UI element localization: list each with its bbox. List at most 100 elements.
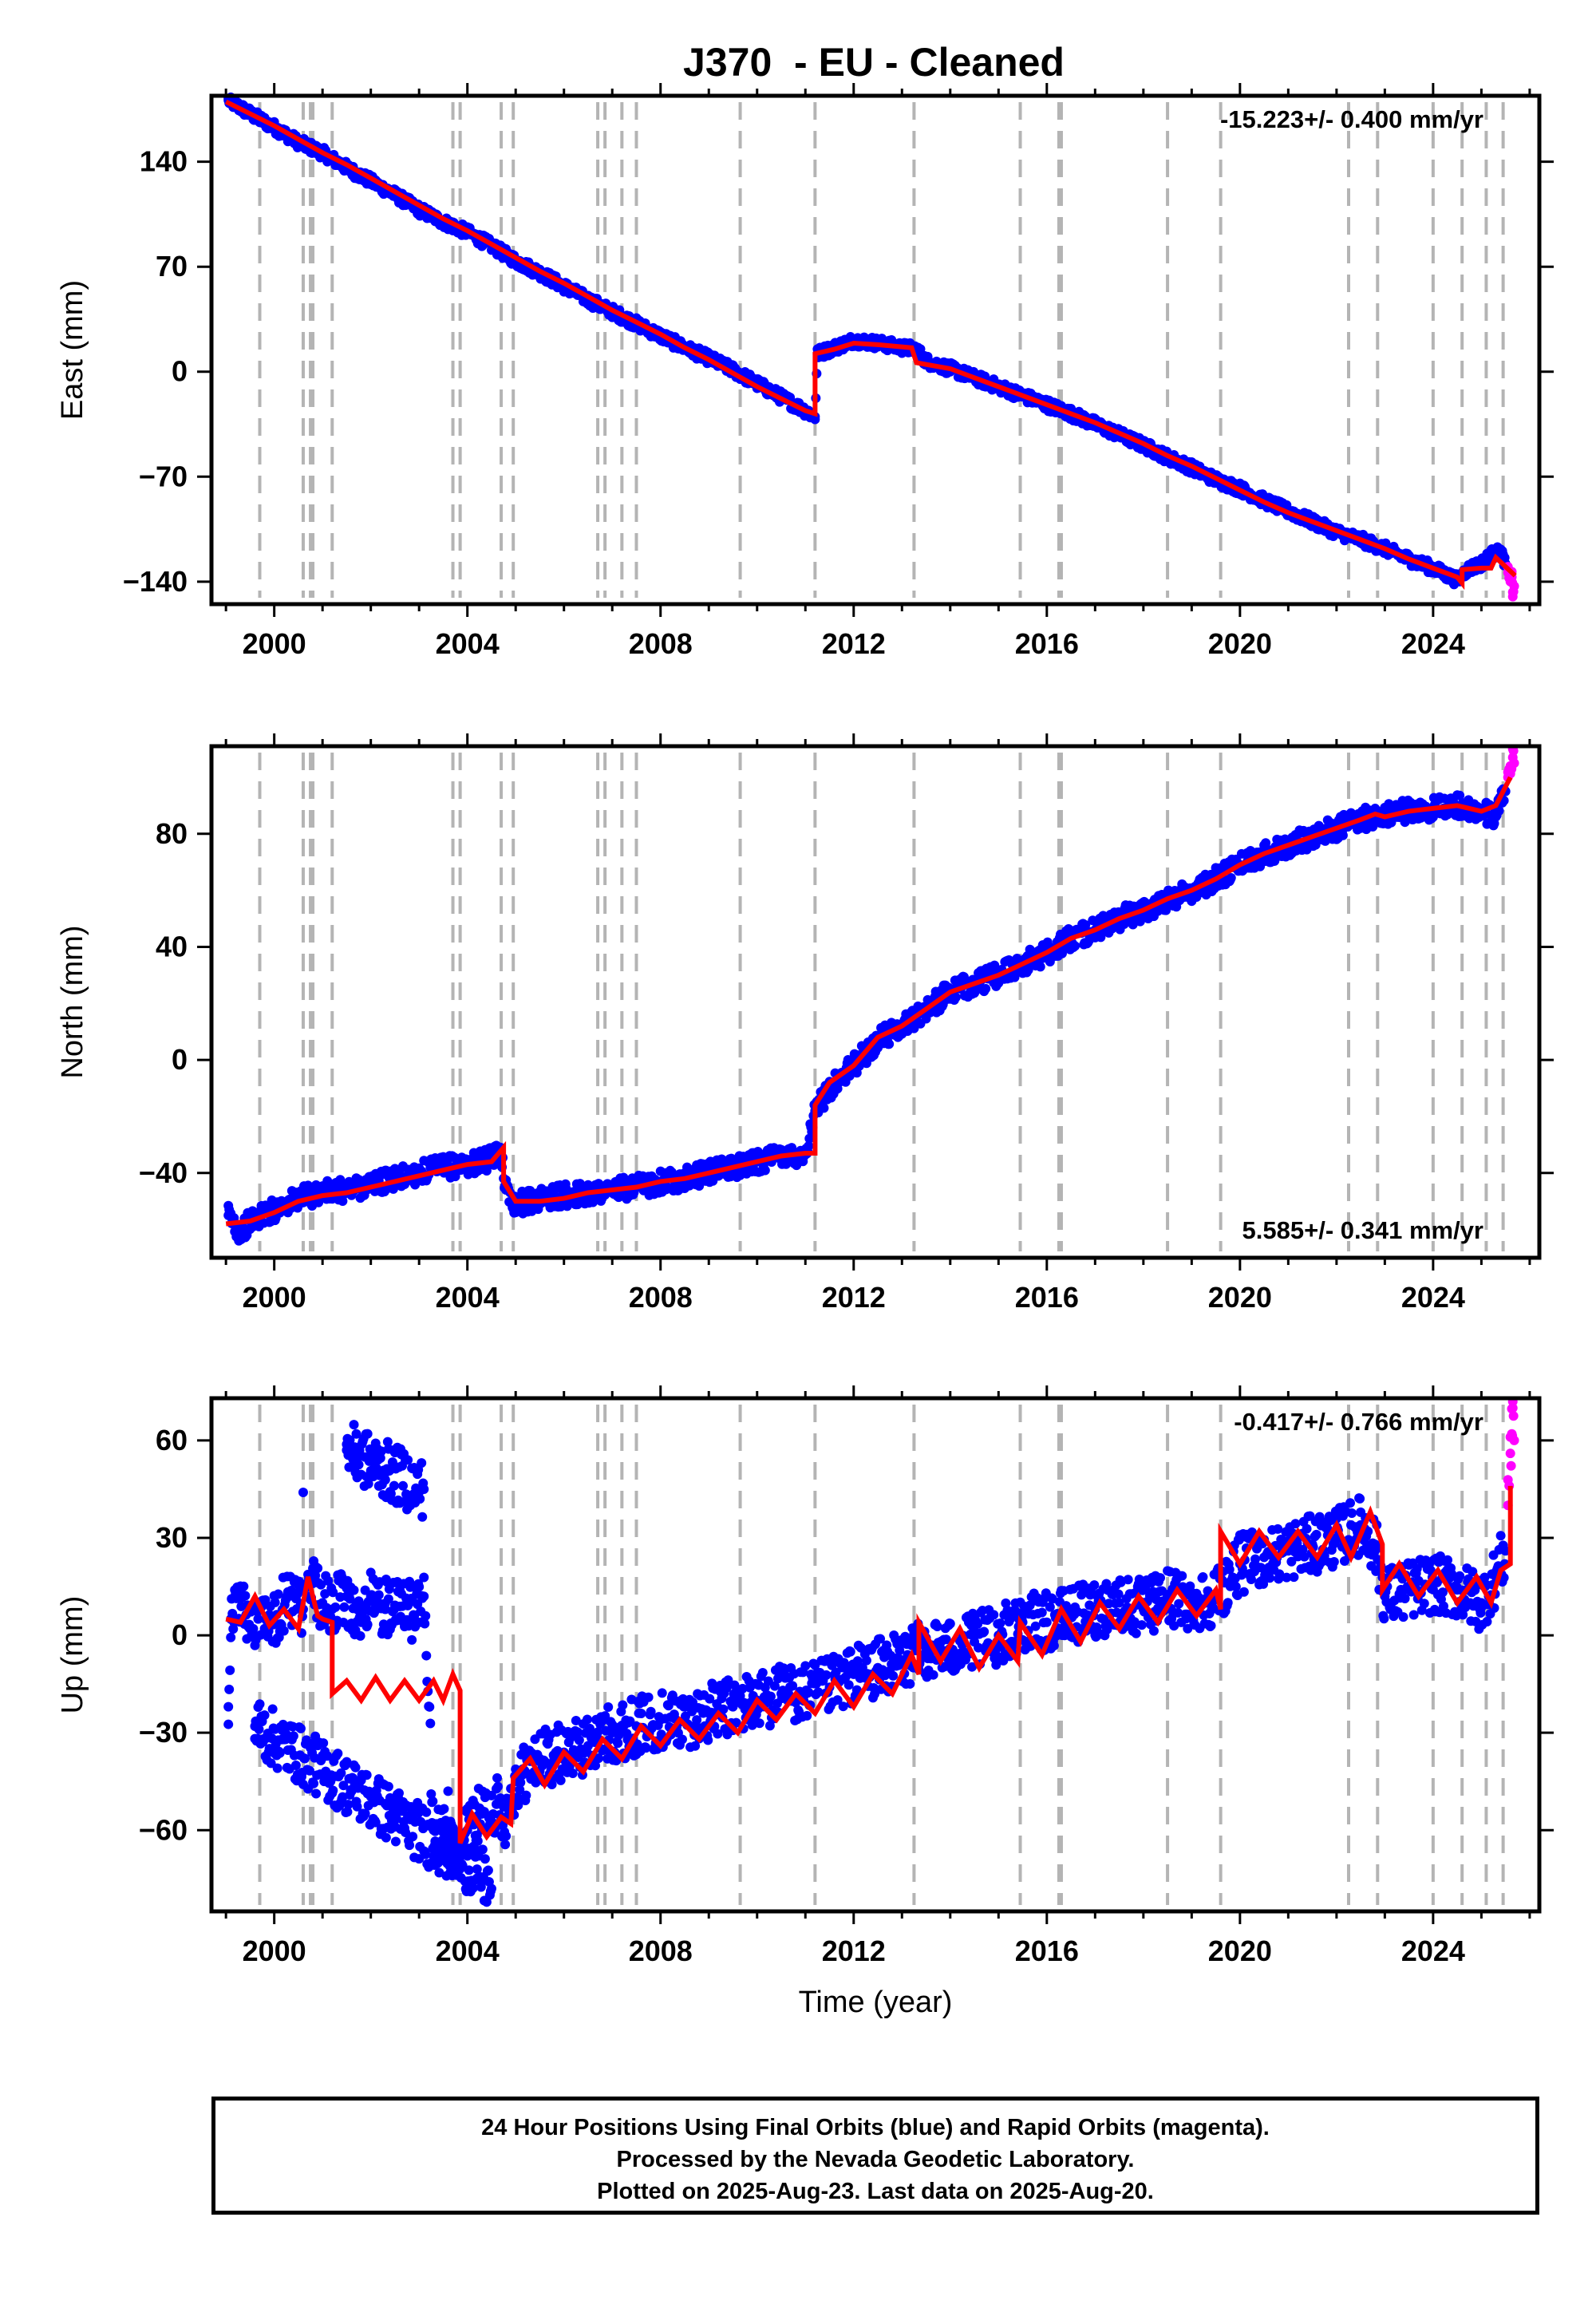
final-point (1136, 1620, 1147, 1630)
final-point (1123, 1575, 1133, 1585)
final-point (1156, 1573, 1166, 1583)
final-point (1302, 1524, 1312, 1534)
final-point (582, 1714, 592, 1725)
x-tick-label: 2004 (436, 627, 500, 660)
final-point (1347, 1508, 1357, 1519)
final-point (1491, 812, 1501, 822)
final-point (1035, 962, 1045, 972)
final-point (270, 1597, 280, 1607)
final-point (636, 1709, 646, 1719)
y-tick-label: 140 (140, 145, 188, 178)
final-point (1037, 1607, 1047, 1618)
final-point (439, 1804, 449, 1814)
rapid-point (1509, 758, 1519, 769)
final-point (428, 1796, 438, 1807)
x-tick-label: 2008 (629, 627, 693, 660)
final-point (425, 1718, 436, 1729)
final-point (989, 1610, 999, 1620)
final-point (884, 1039, 895, 1049)
y-tick-label: 0 (172, 355, 188, 388)
final-point (845, 1646, 855, 1657)
final-point (800, 1661, 811, 1671)
final-point (1223, 1598, 1233, 1608)
model-line (224, 99, 1517, 591)
final-point (1379, 1614, 1389, 1624)
final-point (555, 1775, 566, 1785)
final-point (1113, 1589, 1124, 1599)
final-point (1329, 1557, 1339, 1567)
y-tick-label: 40 (156, 930, 188, 962)
final-point (760, 1165, 770, 1176)
final-point (1148, 1626, 1159, 1636)
final-point (425, 1701, 435, 1712)
final-point (253, 1614, 263, 1624)
rate-label: 5.585+/- 0.341 mm/yr (1242, 1216, 1483, 1244)
y-tick-label: −140 (123, 565, 188, 598)
final-point (1198, 1571, 1208, 1582)
final-point (754, 1718, 764, 1729)
x-tick-label: 2008 (629, 1281, 693, 1314)
final-point (905, 1678, 915, 1689)
final-point (421, 1650, 432, 1661)
final-point (657, 1688, 667, 1698)
final-point (819, 1103, 829, 1113)
final-point (225, 1665, 235, 1675)
final-point (572, 1727, 583, 1737)
y-tick-label: 0 (172, 1043, 188, 1076)
final-point (1265, 1573, 1275, 1583)
final-point (981, 983, 991, 994)
y-axis-label: East (mm) (56, 280, 89, 420)
y-axis-label: North (mm) (56, 925, 89, 1078)
final-point (618, 1700, 628, 1710)
final-point (501, 1831, 512, 1841)
final-point (928, 1670, 938, 1680)
final-point (1337, 830, 1348, 840)
final-point (1311, 1529, 1321, 1539)
final-point (223, 1719, 234, 1729)
final-point (677, 1734, 687, 1745)
final-point (1238, 1587, 1249, 1597)
final-point (419, 1572, 429, 1583)
final-point (407, 1634, 417, 1645)
final-point (224, 1684, 235, 1694)
x-tick-label: 2020 (1208, 1281, 1272, 1314)
x-tick-label: 2000 (243, 627, 306, 660)
final-point (235, 1227, 246, 1238)
final-point (500, 1840, 511, 1850)
x-tick-label: 2020 (1208, 627, 1272, 660)
final-point (223, 1210, 234, 1220)
y-tick-label: −40 (139, 1156, 188, 1189)
final-point (1345, 1498, 1356, 1508)
final-point (945, 1618, 955, 1629)
final-point (1089, 1580, 1100, 1591)
final-point (1049, 1641, 1059, 1651)
final-point (932, 1622, 942, 1632)
final-point (226, 1632, 236, 1642)
final-point (765, 1691, 776, 1701)
final-point (603, 1702, 614, 1713)
final-point (643, 1692, 654, 1702)
final-point (421, 1611, 431, 1621)
final-point (414, 1582, 425, 1592)
final-point (1206, 1620, 1216, 1630)
final-point (339, 1602, 350, 1612)
y-tick-label: −70 (139, 460, 188, 492)
final-point (703, 1735, 713, 1745)
x-tick-label: 2024 (1401, 1281, 1465, 1314)
final-point (802, 1710, 812, 1721)
rate-label: -15.223+/- 0.400 mm/yr (1220, 105, 1483, 133)
final-point (567, 1769, 578, 1779)
final-point (574, 1735, 584, 1745)
final-point (521, 1790, 531, 1800)
rapid-point (1509, 581, 1519, 591)
final-point (279, 1626, 289, 1636)
x-tick-label: 2016 (1015, 627, 1079, 660)
final-point (373, 1590, 384, 1600)
final-point (355, 1630, 365, 1641)
final-point (313, 1563, 323, 1573)
final-point (888, 1670, 899, 1681)
